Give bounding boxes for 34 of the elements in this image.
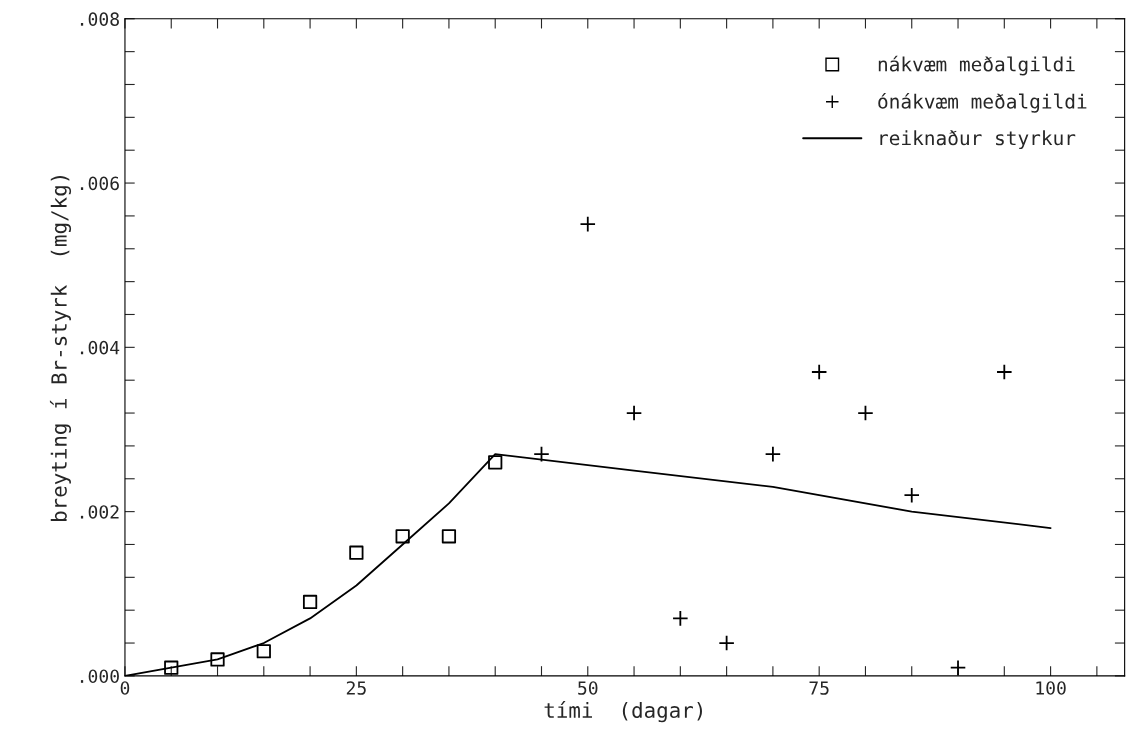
point [625, 404, 643, 422]
y-tick-label: .004 [80, 340, 120, 355]
point [349, 545, 364, 560]
point [949, 659, 967, 676]
point [903, 487, 920, 504]
point [810, 363, 828, 381]
legend-label: ónákvæm meðalgildi [878, 92, 1087, 113]
x-tick-label: 100 [1036, 681, 1066, 695]
point [441, 529, 457, 544]
point [764, 445, 782, 463]
point [579, 215, 596, 233]
point [488, 455, 503, 470]
point [996, 363, 1013, 381]
x-tick-label: 0 [120, 681, 130, 695]
point [672, 610, 689, 627]
legend-label: reiknaður styrkur [880, 130, 1076, 150]
point [395, 529, 410, 544]
x-tick-label: 50 [578, 681, 598, 695]
point [718, 634, 735, 652]
x-axis-title: tími (dagar) [544, 701, 702, 723]
point [210, 652, 225, 667]
point [533, 445, 550, 463]
y-axis-title: breyting í Br-styrk (mg/kg) [49, 176, 72, 521]
y-tick-label: .008 [80, 12, 119, 26]
point [302, 594, 318, 610]
point [857, 404, 874, 422]
y-tick-label: .002 [80, 505, 119, 519]
x-tick-label: 75 [809, 681, 829, 695]
point [256, 644, 271, 659]
point [164, 660, 179, 675]
legend-label: nákvæm meðalgildi [878, 55, 1075, 76]
y-tick-label: .000 [80, 669, 119, 684]
x-tick-label: 25 [346, 681, 366, 695]
y-tick-label: .006 [80, 176, 119, 191]
